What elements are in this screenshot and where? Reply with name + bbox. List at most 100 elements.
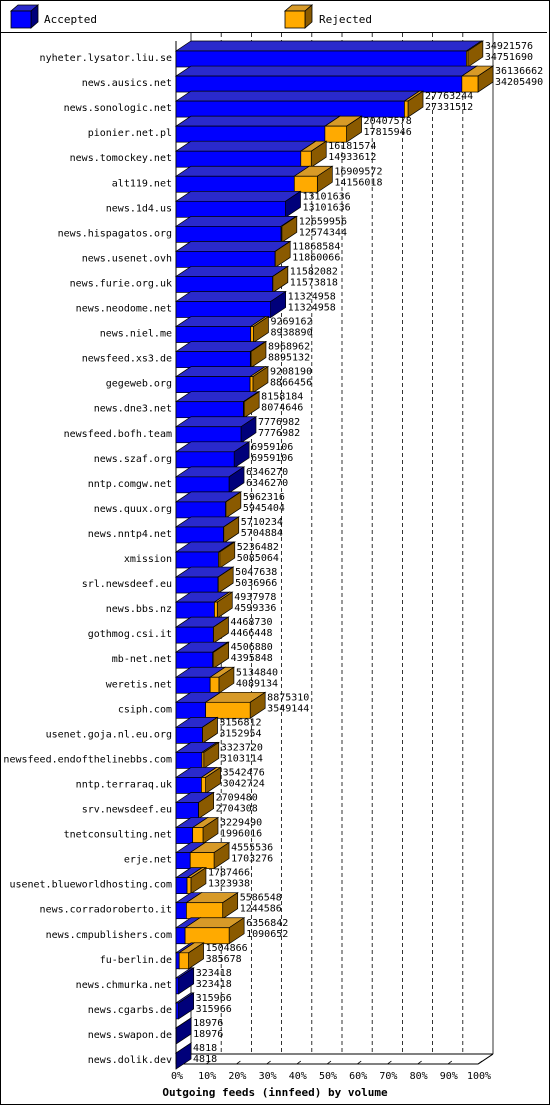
category-label: newsfeed.xs3.de [82, 354, 172, 365]
x-axis-label: Outgoing feeds (innfeed) by volume [162, 1086, 388, 1099]
value-label-rejected: 6356842 [246, 918, 288, 929]
bar-rejected [200, 741, 220, 770]
bar-rejected [242, 391, 261, 419]
x-tick-label: 20% [228, 1071, 246, 1082]
bar-accepted [174, 441, 251, 469]
x-tick-label: 80% [410, 1071, 428, 1082]
x-tick [447, 1060, 453, 1065]
value-label-rejected: 4555536 [231, 843, 273, 854]
x-tick [387, 1060, 392, 1065]
value-label-accepted: 1090652 [246, 929, 288, 940]
bar-accepted [174, 40, 483, 68]
value-label-rejected: 9208190 [270, 367, 312, 378]
value-label-rejected: 1504866 [206, 943, 248, 954]
value-label-rejected: 20407578 [364, 116, 412, 127]
category-label: nntp.comgw.net [88, 479, 172, 490]
legend-accepted-label: Accepted [44, 13, 97, 26]
value-label-accepted: 2704308 [216, 804, 258, 815]
bar-accepted [174, 466, 246, 494]
bar-rejected [185, 866, 208, 895]
value-label-rejected: 5962316 [243, 492, 285, 503]
legend: Accepted Rejected [9, 4, 372, 29]
bar-row: usenet.blueworldhosting.com 1787466132393… [9, 866, 250, 895]
x-tick [326, 1060, 332, 1065]
category-label: news.nntp4.net [88, 529, 172, 540]
category-label: nntp.terraraq.uk [76, 779, 172, 790]
value-label-rejected: 3156812 [219, 717, 261, 728]
bar-accepted [174, 215, 298, 244]
category-label: mb-net.net [112, 654, 172, 665]
value-label-accepted: 34751690 [485, 52, 533, 63]
x-tick [205, 1060, 211, 1065]
value-label-accepted: 8866456 [270, 378, 312, 389]
bar-accepted [174, 140, 317, 168]
x-tick [356, 1060, 362, 1065]
value-label-rejected: 4937978 [234, 592, 276, 603]
value-label-accepted: 4466448 [230, 628, 272, 639]
value-label-rejected: 36136662 [495, 66, 543, 77]
value-label-accepted: 385678 [206, 954, 242, 965]
bar-accepted [174, 115, 342, 143]
category-label: news.swapon.de [88, 1030, 172, 1041]
category-label: news.cmpublishers.com [46, 930, 172, 941]
category-label: news.chmurka.net [76, 980, 172, 991]
value-label-accepted: 8938890 [270, 328, 312, 339]
value-label-accepted: 315966 [196, 1004, 232, 1015]
value-label-accepted: 4089134 [236, 678, 278, 689]
bar-accepted [174, 1017, 193, 1045]
category-label: news.1d4.us [106, 203, 172, 214]
x-tick [417, 1060, 422, 1065]
value-label-rejected: 18976 [193, 1018, 223, 1029]
value-label-accepted: 11324958 [288, 303, 336, 314]
x-tick-label: 10% [198, 1071, 216, 1082]
value-label-rejected: 315966 [196, 993, 232, 1004]
bar-rejected [249, 315, 270, 344]
bar-rejected [299, 140, 328, 168]
x-tick-label: 70% [379, 1071, 397, 1082]
bar-accepted [174, 65, 479, 93]
value-label-accepted: 14933612 [328, 152, 376, 163]
x-tick-label: 90% [440, 1071, 458, 1082]
bar-accepted [174, 416, 258, 444]
bar-rejected [201, 716, 219, 745]
bar-accepted [174, 992, 195, 1020]
value-label-rejected: 2709480 [216, 793, 258, 804]
value-label-rejected: 5710234 [241, 517, 283, 528]
category-label: fu-berlin.de [100, 955, 172, 966]
category-label: nyheter.lysator.liu.se [40, 53, 172, 64]
bar-rejected [248, 365, 270, 394]
value-label-rejected: 11324958 [288, 292, 336, 303]
value-label-rejected: 7776982 [258, 417, 300, 428]
value-label-accepted: 6959106 [251, 453, 293, 464]
value-label-accepted: 1323938 [208, 879, 250, 890]
value-label-rejected: 8875310 [267, 692, 309, 703]
value-label-rejected: 3323720 [221, 742, 263, 753]
legend-rejected-label: Rejected [319, 13, 372, 26]
value-label-accepted: 5036966 [235, 578, 277, 589]
bar-rejected [217, 541, 236, 569]
bar-rejected [271, 265, 289, 294]
value-label-rejected: 13101636 [302, 191, 350, 202]
bar-rejected [293, 165, 334, 193]
x-tick-label: 0% [171, 1071, 183, 1082]
x-tick [296, 1060, 302, 1065]
x-tick-label: 30% [259, 1071, 277, 1082]
category-label: gothmog.csi.it [88, 629, 172, 640]
